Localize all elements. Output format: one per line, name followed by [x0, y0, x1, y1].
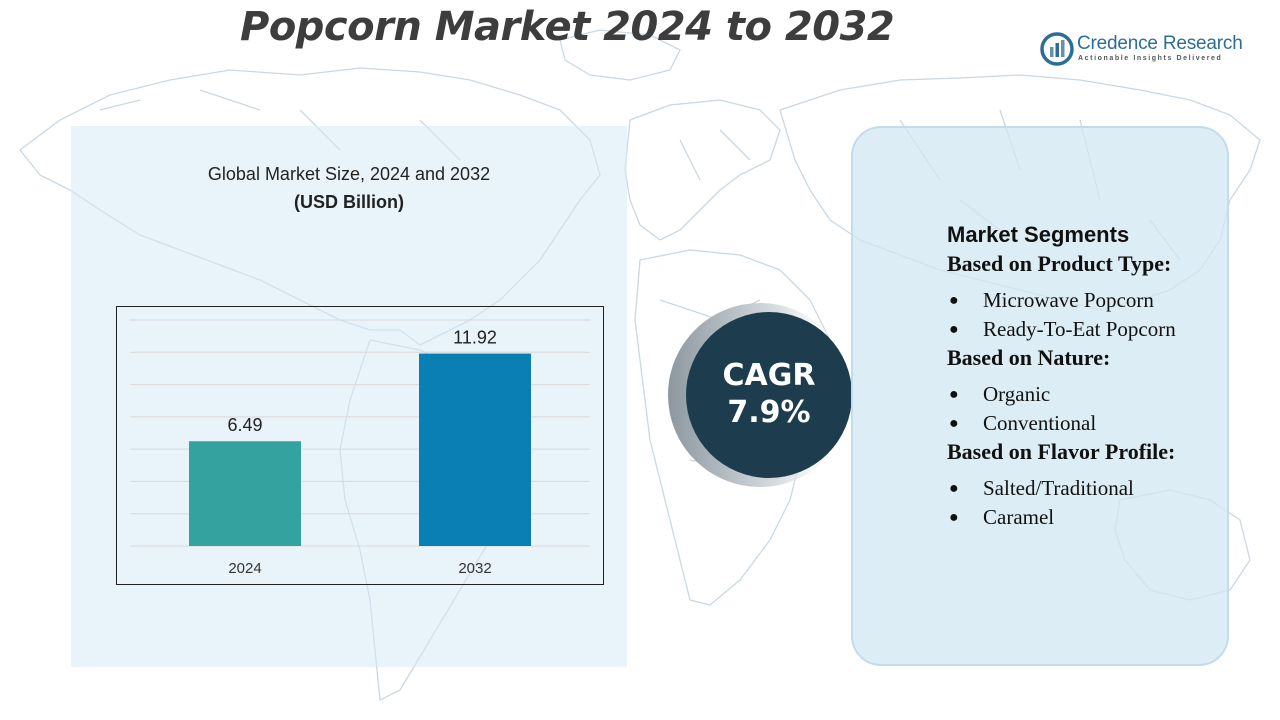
tick-label-2024: 2024 — [228, 560, 261, 577]
chart-caption: Global Market Size, 2024 and 2032 (USD B… — [71, 160, 627, 216]
bullet-icon: ● — [949, 509, 959, 526]
data-label-2032: 11.92 — [453, 328, 497, 348]
bullet-icon: ● — [949, 386, 959, 403]
bullet-icon: ● — [949, 415, 959, 432]
bullet-icon: ● — [949, 480, 959, 497]
page-title: Popcorn Market 2024 to 2032 — [240, 4, 895, 50]
segment-item: ● Caramel — [947, 503, 1267, 532]
segment-group-title: Based on Flavor Profile: — [947, 439, 1176, 464]
market-size-bar-chart: 6.49 2024 11.92 2032 — [116, 306, 604, 585]
brand-logo[interactable]: Credence Research Actionable Insights De… — [1040, 30, 1260, 70]
segment-group-title: Based on Nature: — [947, 345, 1111, 370]
cagr-badge: CAGR 7.9% — [686, 312, 852, 478]
cagr-value: 7.9% — [727, 395, 811, 430]
segment-item: ● Salted/Traditional — [947, 474, 1267, 503]
segments-heading: Market Segments — [947, 222, 1130, 247]
market-segments-panel — [851, 126, 1229, 666]
market-segments-list: Market Segments Based on Product Type: ●… — [947, 220, 1267, 532]
logo-name: Credence Research — [1077, 33, 1243, 54]
bar-2024 — [189, 441, 301, 546]
bullet-icon: ● — [949, 292, 959, 309]
chart-bars — [189, 353, 531, 546]
segment-item: ● Organic — [947, 380, 1267, 409]
tick-label-2032: 2032 — [458, 560, 491, 577]
logo-tagline: Actionable Insights Delivered — [1078, 55, 1223, 62]
credence-logo-icon — [1040, 32, 1074, 66]
data-label-2024: 6.49 — [227, 415, 262, 435]
segment-item: ● Conventional — [947, 409, 1267, 438]
chart-title: Global Market Size, 2024 and 2032 — [207, 164, 491, 184]
segment-item: ● Ready-To-Eat Popcorn — [947, 315, 1267, 344]
bullet-icon: ● — [949, 321, 959, 338]
bar-2032 — [419, 353, 531, 546]
chart-frame — [116, 306, 604, 585]
market-size-panel — [71, 126, 627, 667]
chart-labels: 6.49 2024 11.92 2032 — [227, 328, 496, 577]
segment-item: ● Microwave Popcorn — [947, 286, 1267, 315]
chart-unit: (USD Billion) — [294, 192, 404, 212]
cagr-label: CAGR — [722, 358, 816, 393]
segment-group-title: Based on Product Type: — [947, 251, 1172, 276]
